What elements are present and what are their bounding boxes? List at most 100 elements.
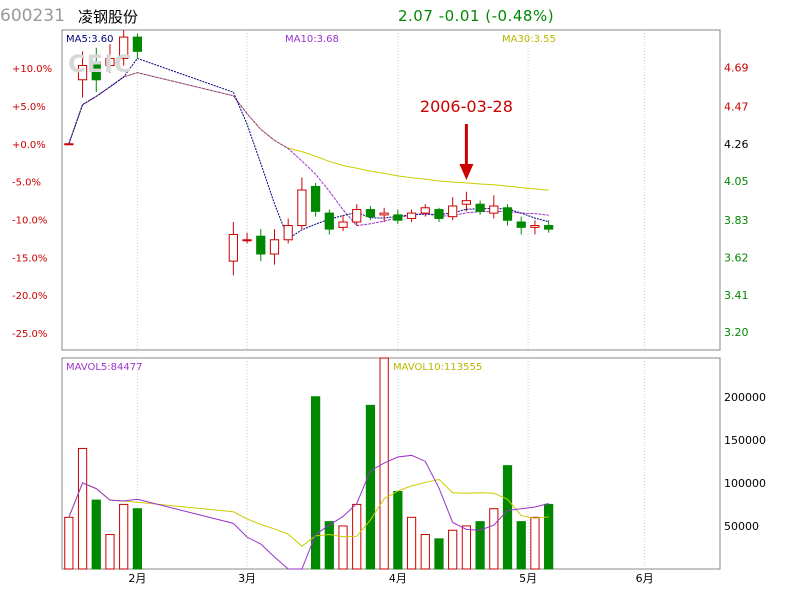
volume-bar [544,503,554,570]
candlestick [448,197,458,221]
candlestick [338,214,348,231]
volume-bar [119,503,129,570]
right-tick-label: 4.05 [724,175,749,188]
candlesticks [64,30,554,276]
volume-bar [475,521,485,570]
volume-bar [64,516,74,570]
volume-tick-label: 150000 [724,434,766,447]
candlestick [77,51,88,98]
chart-legend: MA5:3.60 MA10:3.68 MA30:3.55 MAVOL5:84477 MA… [66,34,556,373]
x-tick-label: 3月 [238,572,256,585]
price-change-pct: (-0.48%) [485,7,555,25]
candlestick [406,209,417,222]
x-tick-label: 6月 [636,572,654,585]
candlestick [64,143,74,146]
left-tick-label: -15.0% [12,253,47,264]
ma10-line [68,72,549,227]
candlestick [352,204,362,226]
candlestick [297,177,307,230]
volume-tick-label: 200000 [724,391,766,404]
candlestick [119,30,129,66]
volume-bar [502,465,513,570]
volume-bar [434,538,444,570]
candlestick [461,191,472,212]
right-tick-label: 4.69 [724,61,749,74]
ma30-line [68,72,549,191]
volume-bar [365,404,376,570]
right-tick-label: 3.41 [724,289,749,302]
volume-bar [530,516,540,570]
volume-bar [420,534,430,570]
candlestick [324,209,334,235]
annotation-arrow-head [459,164,474,180]
left-tick-label: -25.0% [12,329,47,340]
candlestick [256,229,266,262]
candlestick [132,33,143,59]
candlestick [269,229,280,265]
left-tick-label: -20.0% [12,291,47,302]
candlestick [379,207,389,222]
candlestick [489,195,499,219]
stock-name: 凌钢股份 [78,8,139,26]
price-change: -0.01 [438,7,480,25]
mavol10-line [68,478,549,547]
price-quote: 2.07 -0.01 (-0.48%) [398,7,554,25]
x-tick-label: 4月 [389,572,407,585]
candlestick [393,209,403,224]
candlestick [91,47,101,93]
volume-bar [132,508,143,570]
volume-bar [393,490,403,570]
candlestick [310,182,321,217]
annotation-date-label: 2006-03-28 [420,97,513,116]
stock-code: 600231 [0,6,65,26]
candlestick [544,220,554,233]
axis-labels: 2月 3月 4月 5月 6月 +10.0% +5.0% +0.0% -5.0% -10.0% -15… [12,61,766,585]
right-tick-label: 4.47 [724,100,749,113]
left-tick-label: -10.0% [12,216,47,227]
x-tick-label: 2月 [128,572,146,585]
candlestick [242,232,252,244]
volume-bar [338,525,348,570]
volume-bar [461,525,472,570]
left-tick-label: -5.0% [12,178,41,189]
candlestick [105,44,115,73]
volume-bar [91,499,101,570]
legend-ma5: MA5:3.60 [66,34,113,45]
volume-bar [77,447,88,570]
volume-bar [310,396,321,570]
volume-bars [64,357,554,570]
volume-bar [324,521,334,570]
candlestick [530,220,540,235]
legend-mavol10: MAVOL10:113555 [393,362,482,373]
price-panel-frame [61,29,721,351]
volume-panel-frame [61,357,721,570]
left-tick-label: +10.0% [12,64,52,75]
legend-ma10: MA10:3.68 [285,34,339,45]
volume-bar [489,508,499,570]
volume-tick-label: 50000 [724,520,759,533]
candlestick [228,222,238,276]
volume-bar [516,521,526,570]
x-tick-label: 5月 [519,572,537,585]
candlestick [420,204,430,217]
left-tick-label: +0.0% [12,140,46,151]
left-tick-label: +5.0% [12,102,46,113]
candlestick [502,204,513,226]
volume-bar [406,516,417,570]
right-tick-label: 4.26 [724,138,749,151]
volume-bar [448,529,458,570]
candlestick [516,216,526,235]
volume-bar [105,534,115,570]
candlestick [283,218,293,244]
legend-ma30: MA30:3.55 [502,34,556,45]
right-tick-label: 3.83 [724,214,749,227]
legend-mavol5: MAVOL5:84477 [66,362,142,373]
grid-lines [136,30,646,569]
moving-average-lines [68,57,549,570]
volume-tick-label: 100000 [724,477,766,490]
date-annotation: 2006-03-28 [420,97,513,180]
last-price: 2.07 [398,7,434,25]
candlestick [365,206,376,221]
